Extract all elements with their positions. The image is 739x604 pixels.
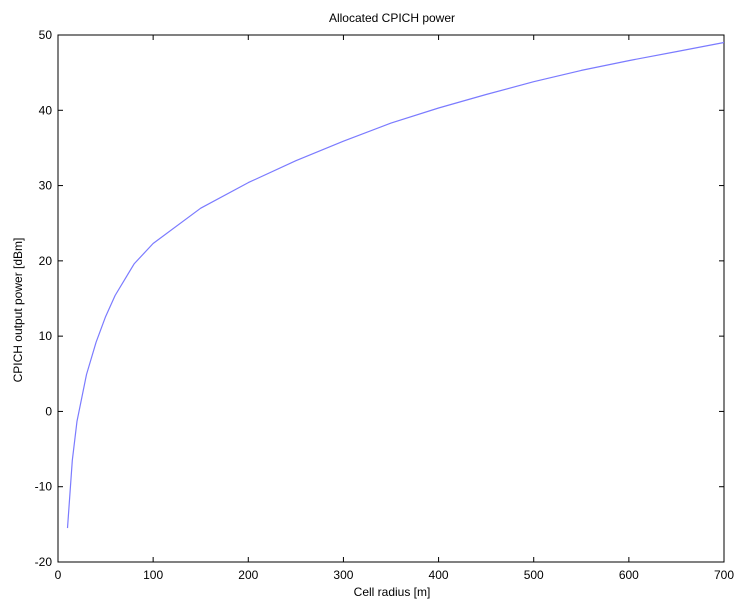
y-tick-label-0: 0 xyxy=(45,404,52,418)
plot-area-frame xyxy=(57,34,725,563)
x-tick-label-300: 300 xyxy=(333,568,353,582)
x-tick-label-700: 700 xyxy=(714,568,734,582)
x-tick-label-0: 0 xyxy=(55,568,62,582)
x-tick-label-200: 200 xyxy=(238,568,258,582)
y-axis: -20 -10 0 10 20 30 40 50 xyxy=(35,28,724,569)
series-line-0 xyxy=(66,41,725,529)
x-tick-label-500: 500 xyxy=(524,568,544,582)
y-tick-label-30: 30 xyxy=(39,179,53,193)
x-tick-label-400: 400 xyxy=(429,568,449,582)
y-tick-label-10: 10 xyxy=(39,329,53,343)
x-axis: 0 100 200 300 400 500 600 700 xyxy=(55,35,734,582)
y-tick-label-50: 50 xyxy=(39,28,53,42)
x-axis-title: Cell radius [m] xyxy=(354,585,431,599)
y-tick-label--20: -20 xyxy=(35,555,53,569)
y-tick-label-40: 40 xyxy=(39,103,53,117)
y-tick-label-20: 20 xyxy=(39,254,53,268)
series-layer xyxy=(66,41,725,529)
x-tick-label-600: 600 xyxy=(619,568,639,582)
y-tick-label--10: -10 xyxy=(35,480,53,494)
y-axis-title: CPICH output power [dBm] xyxy=(11,238,25,383)
chart-title: Allocated CPICH power xyxy=(329,11,455,25)
x-tick-label-100: 100 xyxy=(143,568,163,582)
